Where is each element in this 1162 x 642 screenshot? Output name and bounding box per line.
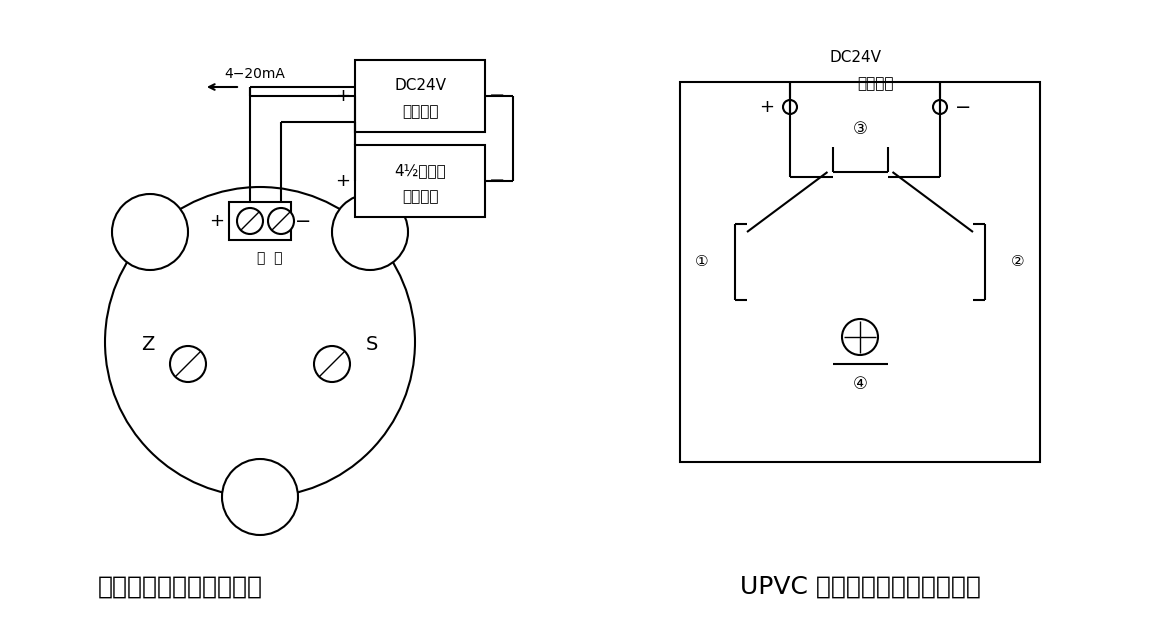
Text: ②: ②: [1011, 254, 1025, 270]
Circle shape: [933, 100, 947, 114]
Circle shape: [332, 194, 408, 270]
Text: −: −: [489, 87, 505, 105]
Text: 输  出: 输 出: [257, 251, 282, 265]
Text: −: −: [295, 211, 311, 230]
Text: −: −: [955, 98, 971, 116]
Bar: [356, 60, 485, 132]
Circle shape: [237, 208, 263, 234]
Text: DC24V: DC24V: [829, 49, 881, 64]
Text: 4½位数字: 4½位数字: [394, 162, 446, 178]
Text: +: +: [209, 212, 224, 230]
Text: S: S: [366, 334, 378, 354]
Circle shape: [842, 319, 878, 355]
Circle shape: [268, 208, 294, 234]
Circle shape: [783, 100, 797, 114]
Bar: [229, 202, 290, 240]
Text: ④: ④: [853, 375, 868, 393]
Text: 4−20mA: 4−20mA: [224, 67, 286, 81]
Bar: [680, 82, 1040, 462]
Circle shape: [105, 187, 415, 497]
Circle shape: [314, 346, 350, 382]
Text: Z: Z: [142, 334, 155, 354]
Text: −: −: [489, 171, 505, 191]
Text: +: +: [336, 172, 351, 190]
Text: ①: ①: [695, 254, 709, 270]
Text: +: +: [760, 98, 775, 116]
Text: 直流电源: 直流电源: [402, 105, 438, 119]
Text: 式电流表: 式电流表: [402, 189, 438, 204]
Circle shape: [222, 459, 297, 535]
Text: 铝盒远传变送器接线方式: 铝盒远传变送器接线方式: [98, 575, 263, 599]
Text: 直流电源: 直流电源: [856, 76, 894, 92]
Text: UPVC 内置远传变送器接线方式: UPVC 内置远传变送器接线方式: [739, 575, 981, 599]
Circle shape: [112, 194, 188, 270]
Text: ③: ③: [853, 120, 868, 138]
Bar: [356, 145, 485, 217]
Text: +: +: [336, 87, 351, 105]
Circle shape: [170, 346, 206, 382]
Text: DC24V: DC24V: [394, 78, 446, 92]
